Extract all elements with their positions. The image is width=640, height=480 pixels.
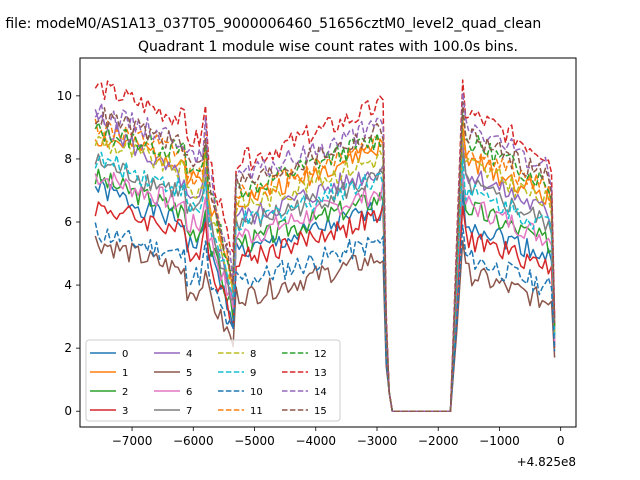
legend-label-5: 5 xyxy=(186,368,192,379)
series-line-13 xyxy=(94,79,556,412)
x-tick-label: −1000 xyxy=(479,434,520,448)
x-tick-label: −3000 xyxy=(357,434,398,448)
legend-label-2: 2 xyxy=(122,387,128,398)
series-line-8 xyxy=(94,129,556,412)
legend-label-11: 11 xyxy=(250,406,263,417)
y-tick-label: 2 xyxy=(64,341,72,355)
legend-label-12: 12 xyxy=(314,349,327,360)
x-axis-offset-label: +4.825e8 xyxy=(517,455,576,469)
series-line-4 xyxy=(94,109,556,412)
axes-frame xyxy=(79,57,577,428)
legend-label-4: 4 xyxy=(186,349,192,360)
x-tick-label: −4000 xyxy=(295,434,336,448)
series-line-9 xyxy=(94,151,556,412)
y-axis: 0 2 4 6 8 10 xyxy=(57,89,80,418)
series-line-0 xyxy=(94,179,556,412)
y-tick-label: 8 xyxy=(64,152,72,166)
plot-area xyxy=(94,79,556,412)
series-line-12 xyxy=(94,107,556,412)
figure-suptitle: n file: modeM0/AS1A13_037T05_9000006460_… xyxy=(0,16,541,32)
legend-label-8: 8 xyxy=(250,349,256,360)
x-tick-label: 0 xyxy=(557,434,565,448)
series-line-3 xyxy=(94,201,556,412)
x-tick-label: −5000 xyxy=(234,434,275,448)
x-tick-label: −6000 xyxy=(173,434,214,448)
legend-label-0: 0 xyxy=(122,349,128,360)
legend-label-6: 6 xyxy=(186,387,192,398)
legend-box xyxy=(85,339,341,422)
legend-label-10: 10 xyxy=(250,387,263,398)
series-line-10 xyxy=(94,222,556,412)
legend-label-13: 13 xyxy=(314,368,327,379)
legend-label-7: 7 xyxy=(186,406,192,417)
x-axis: −7000 −6000 −5000 −4000 −3000 −2000 −1000 0 xyxy=(112,427,565,448)
y-tick-label: 4 xyxy=(64,278,72,292)
legend-label-15: 15 xyxy=(314,406,327,417)
x-tick-label: −7000 xyxy=(112,434,153,448)
series-line-6 xyxy=(94,170,556,412)
legend-label-3: 3 xyxy=(122,406,128,417)
series-line-14 xyxy=(94,91,556,412)
legend-label-9: 9 xyxy=(250,368,256,379)
y-tick-label: 10 xyxy=(57,89,72,103)
y-tick-label: 0 xyxy=(64,404,72,418)
chart-title: Quadrant 1 module wise count rates with … xyxy=(138,39,518,55)
legend-label-1: 1 xyxy=(122,368,128,379)
legend-label-14: 14 xyxy=(314,387,327,398)
series-line-5 xyxy=(94,235,556,412)
x-tick-label: −2000 xyxy=(418,434,459,448)
series-line-15 xyxy=(94,101,556,412)
y-tick-label: 6 xyxy=(64,215,72,229)
series-line-7 xyxy=(94,151,556,412)
